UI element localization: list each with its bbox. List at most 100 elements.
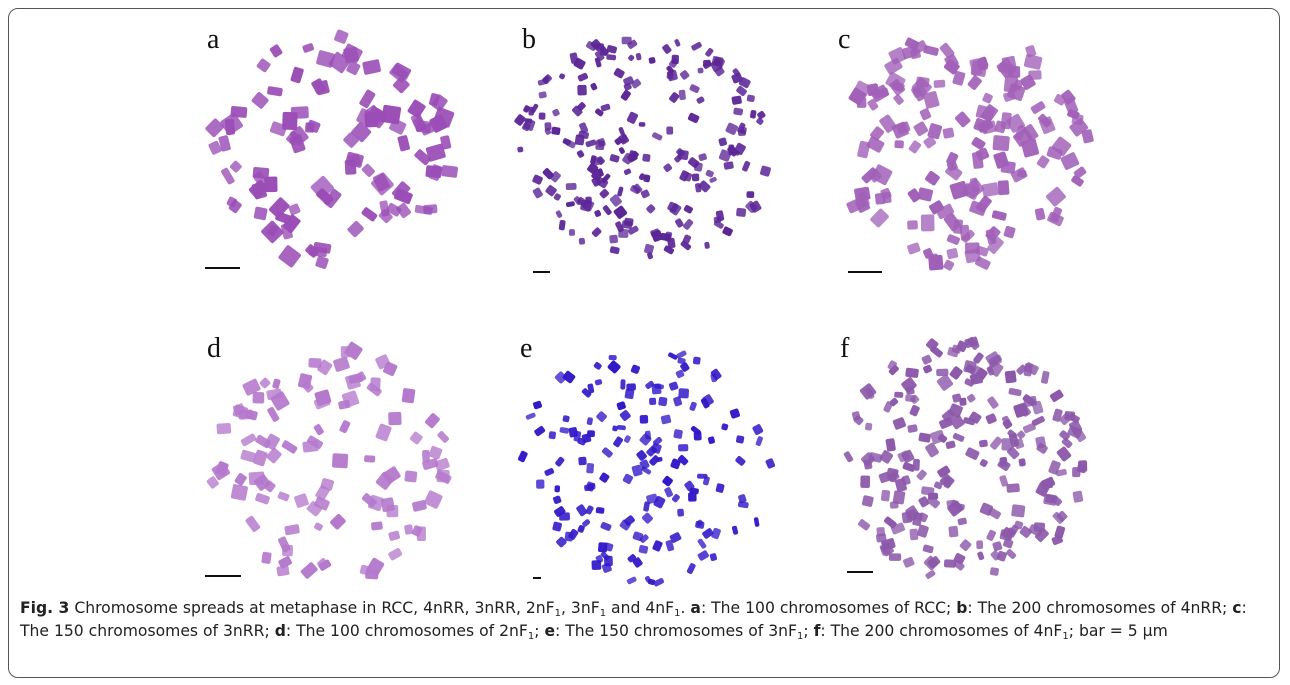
chromosome xyxy=(632,557,643,568)
chromosome xyxy=(388,411,402,426)
chromosome xyxy=(709,553,718,562)
caption-bold: e xyxy=(544,622,556,640)
chromosome xyxy=(631,464,643,477)
chromosome xyxy=(675,369,685,379)
chromosome xyxy=(259,377,271,389)
chromosome xyxy=(300,562,318,579)
chromosome xyxy=(1007,83,1026,101)
chromosome xyxy=(586,41,597,51)
chromosome xyxy=(587,383,595,394)
chromosome xyxy=(918,496,930,508)
chromosome xyxy=(1055,469,1067,477)
chromosome xyxy=(366,557,385,576)
chromosome xyxy=(245,515,261,532)
chromosome xyxy=(305,244,319,258)
chromosome xyxy=(979,459,988,467)
chromosome xyxy=(317,359,333,376)
chromosome xyxy=(576,150,585,158)
chromosome xyxy=(347,153,362,168)
chromosome xyxy=(568,229,576,236)
chromosome xyxy=(753,517,760,527)
chromosome xyxy=(639,534,649,543)
chromosome xyxy=(343,46,359,64)
chromosome xyxy=(606,45,617,54)
caption-bold: d xyxy=(274,622,286,640)
chromosome xyxy=(629,150,639,161)
chromosome xyxy=(1002,415,1012,427)
chromosome xyxy=(412,500,427,512)
chromosome xyxy=(573,57,586,70)
chromosome xyxy=(885,438,896,452)
chromosome xyxy=(884,57,903,75)
chromosome xyxy=(240,449,257,463)
chromosome xyxy=(1023,54,1043,70)
chromosome xyxy=(952,70,966,86)
chromosome xyxy=(344,341,363,360)
chromosome xyxy=(715,483,725,493)
chromosome xyxy=(755,436,763,447)
chromosome xyxy=(891,121,909,139)
chromosome xyxy=(735,435,745,444)
caption-text: ; xyxy=(534,622,545,640)
chromosome xyxy=(635,52,642,61)
chromosome xyxy=(281,440,298,454)
chromosome xyxy=(953,560,965,571)
chromosome xyxy=(878,471,891,484)
chromosome xyxy=(600,551,610,561)
chromosome xyxy=(619,519,631,531)
chromosome xyxy=(907,242,921,255)
chromosome xyxy=(642,512,653,524)
figure-panels: a b c d e f xyxy=(205,24,1094,587)
chromosome xyxy=(970,372,983,385)
chromosome xyxy=(964,242,980,254)
chromosome xyxy=(678,388,689,399)
chromosome xyxy=(663,245,675,255)
chromosome xyxy=(316,50,336,68)
chromosome xyxy=(313,241,332,254)
chromosome xyxy=(636,450,647,461)
chromosome xyxy=(542,168,554,180)
chromosome xyxy=(697,550,709,561)
chromosome xyxy=(290,106,309,119)
chromosome xyxy=(278,556,293,569)
chromosome xyxy=(544,122,552,131)
chromosome xyxy=(749,110,757,119)
chromosome xyxy=(757,110,766,120)
subscript: 1 xyxy=(527,631,535,642)
chromosome xyxy=(693,431,702,441)
chromosome xyxy=(404,470,418,483)
chromosome xyxy=(615,221,624,233)
chromosome xyxy=(677,508,685,517)
chromosome xyxy=(632,183,643,194)
chromosome xyxy=(396,202,411,219)
chromosome xyxy=(975,195,992,213)
chromosome xyxy=(628,54,635,61)
chromosome xyxy=(963,360,977,374)
chromosome xyxy=(593,362,602,370)
chromosome xyxy=(341,390,360,408)
chromosome xyxy=(525,412,536,420)
chromosome xyxy=(707,436,715,444)
chromosome xyxy=(307,435,324,449)
chromosome xyxy=(232,404,249,420)
chromosome xyxy=(288,203,301,216)
chromosome xyxy=(892,417,906,430)
chromosome xyxy=(677,357,686,365)
chromosome xyxy=(703,59,711,67)
chromosome xyxy=(422,450,430,463)
chromosome xyxy=(976,57,989,71)
chromosome xyxy=(538,91,547,99)
chromosome xyxy=(594,50,605,61)
chromosome xyxy=(646,204,656,214)
chromosome xyxy=(677,149,689,161)
chromosome xyxy=(1003,225,1016,239)
chromosome xyxy=(1059,430,1070,441)
chromosome xyxy=(624,435,631,443)
chromosome xyxy=(434,457,450,471)
chromosome xyxy=(1011,504,1026,518)
chromosome xyxy=(424,490,443,509)
chromosome xyxy=(893,94,904,105)
chromosome xyxy=(907,188,922,203)
chromosome xyxy=(943,559,957,568)
chromosome xyxy=(596,411,607,422)
